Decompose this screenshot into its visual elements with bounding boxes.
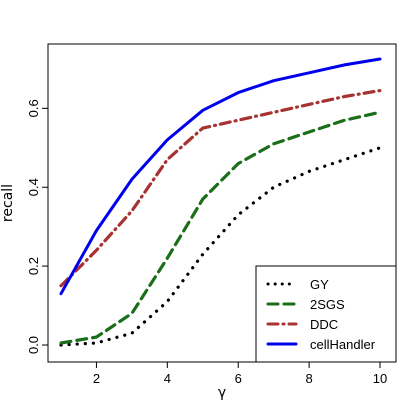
y-axis: 0.0 0.2 0.4 0.6	[26, 99, 48, 354]
legend-label: GY	[310, 277, 329, 292]
series-line-cellhandler	[59, 57, 382, 296]
legend-label: 2SGS	[310, 297, 345, 312]
x-tick-label: 2	[93, 371, 100, 386]
x-tick-label: 10	[373, 371, 387, 386]
plot-frame	[47, 43, 397, 363]
y-axis-title: recall	[0, 184, 16, 222]
series-line-2sgs	[59, 110, 382, 345]
y-tick-label: 0.6	[26, 99, 41, 117]
x-tick-label: 8	[305, 371, 312, 386]
y-tick-label: 0.0	[26, 336, 41, 354]
y-tick-label: 0.2	[26, 257, 41, 275]
x-tick-label: 6	[235, 371, 242, 386]
x-tick-label: 4	[164, 371, 171, 386]
y-tick-label: 0.4	[26, 178, 41, 196]
legend-label: DDC	[310, 317, 338, 332]
series-layer	[59, 57, 382, 347]
x-axis-title: γ	[218, 385, 226, 401]
series-line-ddc	[59, 88, 382, 288]
x-axis: 2 4 6 8 10	[93, 362, 387, 386]
legend-label: cellHandler	[310, 337, 376, 352]
legend: GY 2SGS DDC cellHandler	[255, 265, 397, 363]
legend-box	[255, 265, 397, 363]
